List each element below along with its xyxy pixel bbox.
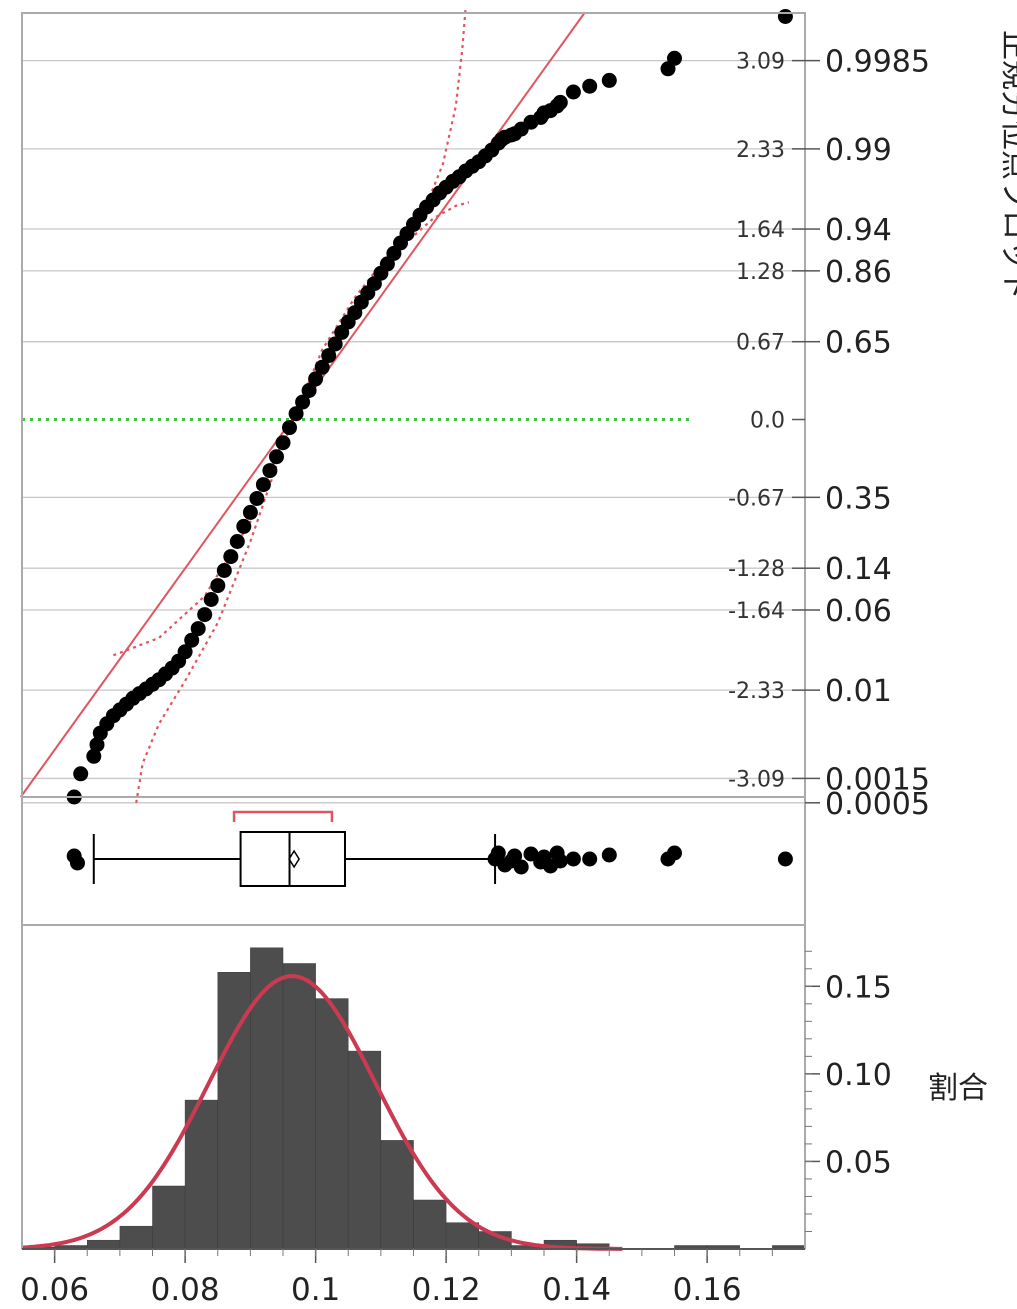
quantile-point <box>86 748 102 764</box>
probability-tick-label: 0.14 <box>825 552 892 587</box>
quantile-point <box>203 592 219 607</box>
x-tick-label: 0.12 <box>412 1272 481 1308</box>
histogram-y-tick-label: 0.10 <box>825 1058 892 1093</box>
histogram-bar <box>315 998 349 1250</box>
histogram-y-axis-title: 割合 <box>928 1071 988 1106</box>
box-outlier-point <box>582 851 598 867</box>
quantile-tick-label: 0.67 <box>736 331 785 356</box>
histogram-y-tick-label: 0.05 <box>825 1145 892 1180</box>
probability-tick-label: 0.06 <box>825 594 892 629</box>
quantile-axis-title: 正規分位点プロット <box>997 30 1017 300</box>
quantile-tick-label: 2.33 <box>736 138 785 163</box>
quantile-point <box>177 644 193 660</box>
interquartile-box <box>239 831 346 887</box>
probability-tick-label: 0.86 <box>825 255 892 290</box>
x-tick-label: 0.14 <box>542 1272 611 1308</box>
histogram-bar <box>152 1185 186 1250</box>
quantile-panel-frame <box>21 12 806 798</box>
quantile-point <box>282 420 297 436</box>
quantile-point <box>89 737 105 753</box>
box-outlier-point <box>490 845 506 861</box>
quantile-point <box>582 78 598 94</box>
normal-density-curve <box>21 974 623 1251</box>
x-tick-label: 0.08 <box>151 1272 220 1308</box>
histogram-bar <box>413 1199 447 1250</box>
histogram-bar <box>119 1225 153 1250</box>
histogram-bar <box>445 1222 479 1250</box>
quantile-tick-label: -0.67 <box>728 486 785 511</box>
quantile-point <box>197 607 213 623</box>
quantile-point <box>190 621 206 637</box>
quantile-point <box>295 394 311 410</box>
box-outlier-point <box>552 853 568 869</box>
probability-tick-label: 0.0015 <box>825 762 930 797</box>
histogram-y-tick-label: 0.15 <box>825 970 892 1005</box>
probability-tick-label: 0.35 <box>825 481 892 516</box>
probability-tick-label: 0.01 <box>825 674 892 709</box>
box-outlier-point <box>70 855 85 871</box>
quantile-point <box>223 549 239 565</box>
quantile-point <box>552 94 568 110</box>
quantile-point <box>262 463 278 479</box>
quantile-point <box>269 449 284 465</box>
mean-diamond <box>288 849 300 869</box>
probability-tick-label: 0.94 <box>825 213 892 248</box>
histogram-bar <box>380 1140 414 1250</box>
quantile-point <box>777 9 793 24</box>
probability-tick-label: 0.99 <box>825 133 892 168</box>
quantile-point <box>210 578 226 594</box>
quantile-tick-label: -1.64 <box>728 599 785 624</box>
quantile-point <box>314 359 330 375</box>
box-panel-frame <box>21 796 806 926</box>
box-outlier-point <box>667 845 682 861</box>
box-outlier-point <box>565 851 581 867</box>
quantile-point <box>242 504 258 520</box>
quantile-point <box>184 632 200 648</box>
quantile-point <box>301 383 317 398</box>
box-outlier-point <box>513 859 529 875</box>
normal-quantile-plot-panel <box>19 7 806 805</box>
quantile-point <box>321 348 337 364</box>
x-tick-label: 0.1 <box>291 1272 340 1308</box>
quantile-tick-label: 0.0 <box>750 409 785 434</box>
quantile-point <box>255 477 271 493</box>
histogram-bar <box>250 947 284 1250</box>
quantile-point <box>308 371 324 387</box>
quantile-point <box>216 563 232 578</box>
quantile-point <box>601 72 617 88</box>
quantile-point <box>229 534 245 549</box>
quantile-point <box>327 336 343 352</box>
box-outlier-point <box>777 851 793 867</box>
quantile-point <box>236 518 252 534</box>
outlier-box-plot-panel <box>21 796 806 926</box>
x-tick-label: 0.16 <box>673 1272 742 1308</box>
right-axis-labels: 3.09 0.9985 2.33 0.99 1.64 0.94 1.28 0.86 0.67 0.… <box>728 45 930 822</box>
box-outlier-point <box>507 848 523 864</box>
quantile-tick-label: 1.64 <box>736 218 785 243</box>
shortest-half-bracket <box>232 810 334 822</box>
probability-tick-label: 0.65 <box>825 326 892 361</box>
histogram-panel: 0.05 0.10 0.15 0.06 0.08 0.1 0.12 0.14 0.16 <box>20 925 892 1308</box>
quantile-point <box>565 84 581 100</box>
box-outlier-point <box>601 847 617 863</box>
histogram-bar <box>282 963 316 1250</box>
quantile-point <box>288 406 304 422</box>
confidence-band-upper <box>135 7 467 803</box>
quantile-point <box>249 491 265 506</box>
quantile-tick-label: -2.33 <box>728 679 785 704</box>
quantile-tick-label: 3.09 <box>736 50 785 75</box>
quantile-point <box>667 50 682 66</box>
histogram-bar <box>87 1239 121 1250</box>
quantile-tick-label: -3.09 <box>728 767 785 792</box>
probability-tick-label: 0.9985 <box>825 45 930 80</box>
quantile-point <box>275 435 291 451</box>
quantile-tick-label: -1.28 <box>728 557 785 582</box>
quantile-point <box>73 766 89 782</box>
probability-tick-label: 0.0005 <box>825 787 930 822</box>
x-tick-label: 0.06 <box>20 1272 89 1308</box>
quantile-tick-label: 1.28 <box>736 260 785 285</box>
